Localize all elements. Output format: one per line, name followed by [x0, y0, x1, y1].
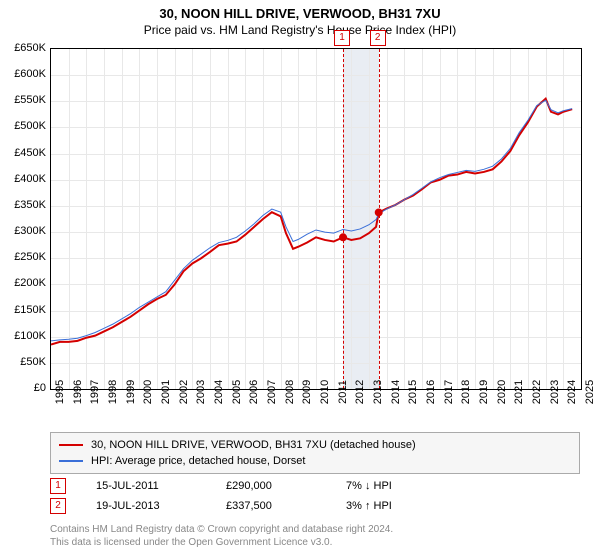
sale-price-1: £290,000 — [226, 480, 346, 492]
legend-row-hpi: HPI: Average price, detached house, Dors… — [59, 453, 571, 469]
sale-delta-1: 7% ↓ HPI — [346, 480, 580, 492]
sale-row-2: 2 19-JUL-2013 £337,500 3% ↑ HPI — [50, 498, 580, 514]
legend-row-property: 30, NOON HILL DRIVE, VERWOOD, BH31 7XU (… — [59, 437, 571, 453]
title-block: 30, NOON HILL DRIVE, VERWOOD, BH31 7XU P… — [0, 0, 600, 37]
chart-plot-area — [50, 48, 582, 390]
title-line2: Price paid vs. HM Land Registry's House … — [0, 23, 600, 37]
footer-text: Contains HM Land Registry data © Crown c… — [50, 524, 580, 549]
plot-svg — [51, 49, 581, 389]
chart-container: 30, NOON HILL DRIVE, VERWOOD, BH31 7XU P… — [0, 0, 600, 560]
legend-swatch-hpi — [59, 460, 83, 462]
legend-label-hpi: HPI: Average price, detached house, Dors… — [91, 455, 305, 467]
sale-date-1: 15-JUL-2011 — [96, 480, 226, 492]
title-line1: 30, NOON HILL DRIVE, VERWOOD, BH31 7XU — [0, 6, 600, 21]
legend-box: 30, NOON HILL DRIVE, VERWOOD, BH31 7XU (… — [50, 432, 580, 474]
sale-marker-2-icon: 2 — [50, 498, 66, 514]
footer-line2: This data is licensed under the Open Gov… — [50, 537, 580, 550]
sale-row-1: 1 15-JUL-2011 £290,000 7% ↓ HPI — [50, 478, 580, 494]
sale-date-2: 19-JUL-2013 — [96, 500, 226, 512]
sale-delta-2: 3% ↑ HPI — [346, 500, 580, 512]
footer-line1: Contains HM Land Registry data © Crown c… — [50, 524, 580, 537]
legend-label-property: 30, NOON HILL DRIVE, VERWOOD, BH31 7XU (… — [91, 439, 416, 451]
sale-price-2: £337,500 — [226, 500, 346, 512]
legend-swatch-property — [59, 444, 83, 446]
sale-marker-1-icon: 1 — [50, 478, 66, 494]
